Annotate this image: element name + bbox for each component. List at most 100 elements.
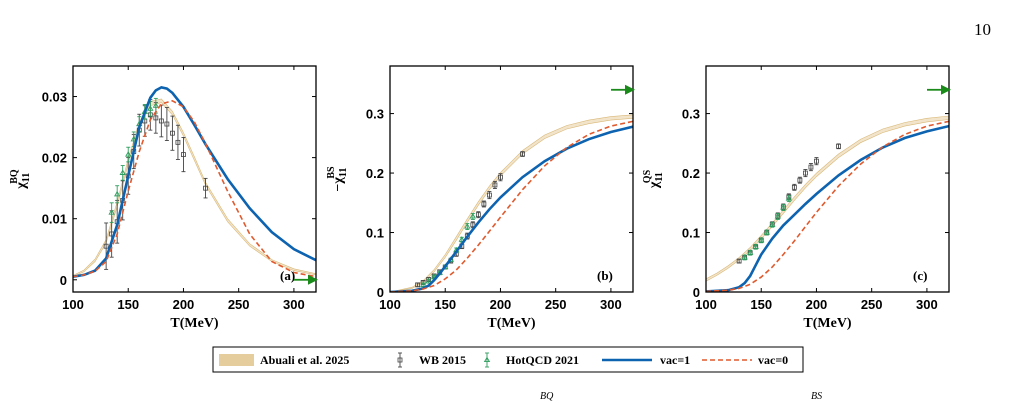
y-tick-label: 0.3 (366, 107, 384, 122)
marker-triangle (469, 212, 477, 219)
y-axis-label: −χ11BS (326, 166, 349, 192)
plot-area (706, 115, 949, 292)
wb-point (814, 157, 819, 166)
panels: 100 150 200 250 300 0 0.01 0.02 0.03 T(MeV) χ11BQ (… (9, 65, 951, 331)
caption-fragment: BQ (540, 391, 554, 402)
legend-label: WB 2015 (419, 353, 466, 367)
series-vac-1 (390, 125, 633, 292)
x-tick-label: 250 (228, 297, 250, 312)
x-tick-label: 100 (379, 297, 401, 312)
y-tick-label: 0.01 (42, 212, 67, 227)
hotqcd-point (769, 221, 776, 228)
limit-arrow-icon (611, 84, 635, 95)
marker-triangle (425, 277, 432, 284)
axes-box (705, 65, 950, 293)
wb-point (520, 151, 525, 157)
caption-fragment: BS (811, 391, 822, 402)
series-vac-1 (706, 124, 949, 292)
hotqcd-point (741, 253, 748, 261)
wb-point (736, 258, 742, 264)
y-tick-label: 0.02 (42, 151, 67, 166)
hotqcd-point (419, 281, 427, 288)
wb-point (164, 107, 170, 141)
legend-entry: vac=1 (602, 353, 690, 367)
wb-point (158, 104, 164, 138)
marker-triangle (769, 221, 776, 227)
marker-triangle (152, 102, 160, 108)
hotqcd-point (125, 146, 132, 163)
hotqcd-point (780, 204, 787, 211)
page-number: 10 (974, 20, 991, 39)
legend-label: vac=0 (758, 353, 788, 367)
marker-square (170, 130, 175, 136)
x-tick-label: 150 (117, 297, 139, 312)
marker-square (415, 282, 421, 288)
hotqcd-point (763, 229, 770, 236)
y-axis-label: χ11BQ (9, 169, 32, 190)
marker-triangle (741, 253, 748, 260)
marker-triangle (130, 135, 137, 142)
wb-point (203, 177, 208, 199)
y-tick-label: 0.2 (682, 166, 700, 181)
wb-point (487, 191, 492, 200)
x-tick-label: 250 (545, 297, 567, 312)
marker-triangle (125, 151, 132, 157)
marker-square (158, 118, 164, 124)
wb-point (492, 180, 498, 189)
x-axis-label: T(MeV) (803, 316, 852, 331)
x-tick-label: 100 (695, 297, 717, 312)
limit-arrow-icon (294, 274, 318, 285)
marker-triangle (464, 223, 471, 229)
marker-square (181, 152, 186, 157)
y-tick-label: 0.2 (366, 166, 384, 181)
legend-entry: WB 2015 (397, 352, 466, 368)
marker-triangle (763, 229, 770, 235)
x-tick-label: 150 (434, 297, 456, 312)
marker-square (736, 258, 742, 264)
plot-area (73, 86, 316, 278)
marker-square (175, 139, 181, 145)
wb-point (181, 137, 186, 173)
wb-point (797, 176, 803, 184)
marker-triangle (147, 105, 154, 111)
series-vac-0 (73, 99, 316, 278)
y-tick-label: 0.1 (366, 226, 384, 241)
marker-square (492, 182, 498, 188)
plot-area (390, 114, 633, 292)
limit-arrow-icon (927, 84, 951, 95)
marker-square (164, 121, 170, 127)
marker-square (203, 185, 208, 191)
axes-box (389, 65, 634, 293)
marker-triangle (419, 281, 427, 287)
hotqcd-point (119, 165, 126, 181)
marker-square (814, 158, 819, 164)
x-tick-label: 250 (861, 297, 883, 312)
x-tick-label: 200 (490, 297, 512, 312)
panel-label: (b) (597, 268, 613, 283)
hotqcd-point (774, 212, 781, 220)
hotqcd-point (747, 249, 754, 256)
marker-square (836, 143, 841, 149)
legend-entry: Abuali et al. 2025 (219, 353, 349, 367)
y-tick-label: 0 (693, 285, 700, 300)
marker-square (153, 115, 159, 121)
legend: Abuali et al. 2025 WB 2015 HotQCD 2021 vac=… (212, 346, 804, 373)
marker-square (470, 222, 476, 228)
wb-point (498, 173, 503, 182)
wb-point (415, 282, 421, 288)
legend-label: HotQCD 2021 (506, 353, 579, 367)
marker-square (797, 177, 803, 183)
band-abuali (706, 115, 949, 282)
x-tick-label: 300 (283, 297, 305, 312)
series-vac-0 (706, 120, 949, 292)
wb-point (791, 183, 797, 191)
y-tick-label: 0 (377, 285, 384, 300)
hotqcd-point (758, 236, 765, 244)
y-tick-label: 0.03 (42, 90, 67, 105)
wb-point (170, 115, 175, 151)
hotqcd-point (752, 243, 759, 250)
wb-point (175, 124, 181, 160)
marker-triangle (780, 204, 787, 210)
marker-square (791, 184, 797, 190)
